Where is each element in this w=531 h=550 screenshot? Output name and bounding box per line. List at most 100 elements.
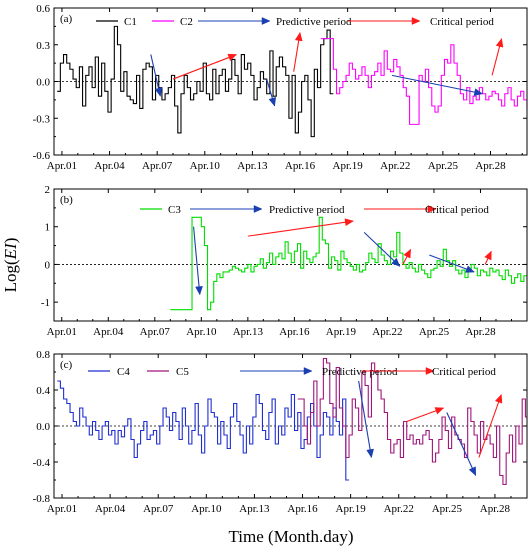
legend-predictive-head [261, 17, 271, 25]
x-tick-label: Apr.10 [190, 160, 221, 172]
critical-arrow-head [495, 38, 504, 48]
x-tick-label: Apr.10 [186, 326, 217, 338]
x-tick-label: Apr.28 [465, 326, 496, 338]
y-tick-label: 0 [45, 259, 51, 271]
x-tick-label: Apr.16 [287, 503, 318, 515]
legend-label-predictive: Predictive period [322, 366, 398, 378]
x-tick-label: Apr.04 [93, 326, 124, 338]
predictive-arrow-3 [266, 78, 277, 107]
series-group [170, 216, 527, 311]
predictive-arrow-head [366, 448, 374, 459]
x-tick-label: Apr.28 [475, 160, 506, 172]
predictive-arrow-shaft [446, 412, 477, 476]
series-group [57, 25, 527, 138]
legend-swatch-critical [348, 17, 421, 25]
critical-arrow-4 [478, 393, 503, 458]
critical-arrow-2 [247, 218, 354, 237]
predictive-arrow-head [473, 88, 484, 96]
x-tick-label: Apr.28 [480, 503, 511, 515]
legend-critical-head [425, 367, 435, 375]
x-tick-label: Apr.07 [142, 160, 173, 172]
legend-label-C1: C1 [124, 16, 137, 28]
predictive-arrow-5 [429, 254, 475, 273]
x-tick-label: Apr.04 [94, 160, 125, 172]
critical-arrow-4 [402, 248, 412, 265]
panel-label: (a) [60, 13, 73, 25]
x-tick-label: Apr.22 [380, 160, 410, 172]
predictive-arrow-head [468, 466, 476, 477]
critical-arrow-2 [406, 407, 445, 423]
predictive-arrow-head [268, 96, 277, 107]
series-group [57, 357, 527, 486]
predictive-arrow-3 [363, 231, 401, 267]
legend-label-C5: C5 [176, 366, 189, 378]
series-C5 [297, 357, 527, 486]
x-tick-label: Apr.13 [239, 503, 270, 515]
x-tick-label: Apr.16 [285, 160, 316, 172]
critical-arrow-6 [491, 38, 504, 76]
critical-arrow-head [494, 393, 503, 404]
predictive-arrow-head [195, 286, 203, 296]
critical-arrow-head [403, 248, 411, 259]
y-tick-label: 0.0 [36, 77, 50, 89]
legend-critical-head [427, 205, 437, 213]
critical-arrow-4 [293, 31, 303, 72]
y-tick-label: 0.8 [36, 349, 50, 361]
legend-label-critical: Critical period [430, 16, 494, 28]
legend-label-predictive: Predictive period [276, 16, 352, 28]
y-tick-label: 0.3 [36, 40, 50, 52]
x-tick-label: Apr.25 [428, 160, 459, 172]
legend-label-critical: Critical period [432, 366, 496, 378]
panel-label: (b) [60, 194, 73, 206]
legend-swatch-predictive [240, 367, 313, 375]
x-tick-label: Apr.07 [143, 503, 174, 515]
y-tick-label: -0.8 [33, 493, 51, 505]
y-tick-label: -0.4 [33, 457, 51, 469]
predictive-arrow-1 [358, 380, 374, 459]
x-tick-label: Apr.01 [47, 160, 77, 172]
legend-critical-head [411, 17, 421, 25]
x-tick-label: Apr.16 [279, 326, 310, 338]
predictive-arrow-shaft [193, 226, 201, 295]
legend: C3 Predictive period Critical period [140, 204, 489, 216]
critical-arrow-shaft [172, 54, 237, 80]
x-tick-label: Apr.07 [140, 326, 171, 338]
legend-predictive-head [303, 367, 313, 375]
legend-swatch-predictive [190, 205, 263, 213]
panel-label: (c) [60, 359, 73, 371]
x-tick-label: Apr.25 [419, 326, 450, 338]
series-C3 [170, 216, 527, 311]
y-axis-label: Log(EI) [1, 238, 20, 293]
x-tick-label: Apr.10 [191, 503, 222, 515]
y-tick-label: 0.6 [36, 3, 50, 15]
y-tick-label: 2 [45, 184, 51, 196]
panel-3: -0.8 -0.4 0.0 0.4 0.8 Apr.01 Apr.04 Apr.07 Apr.1… [33, 349, 528, 515]
x-tick-label: Apr.13 [233, 326, 264, 338]
predictive-arrow-3 [446, 412, 477, 477]
x-tick-label: Apr.22 [372, 326, 402, 338]
critical-arrow-shaft [478, 394, 502, 458]
x-tick-label: Apr.19 [326, 326, 357, 338]
panels: -0.6 -0.3 0.0 0.3 0.6 Apr.01 Apr.04 Apr.07 Apr.1… [33, 3, 528, 515]
y-tick-label: 0.0 [36, 421, 50, 433]
critical-arrow-head [294, 31, 303, 42]
critical-arrow-shaft [247, 220, 354, 237]
y-tick-label: 0.4 [36, 385, 50, 397]
x-tick-label: Apr.25 [432, 503, 463, 515]
predictive-arrow-1 [150, 54, 163, 97]
legend-label-C2: C2 [180, 16, 193, 28]
legend-label-critical: Critical period [425, 204, 489, 216]
x-tick-label: Apr.13 [237, 160, 268, 172]
critical-arrow-2 [172, 53, 238, 80]
y-tick-label: -0.6 [33, 150, 51, 162]
legend-predictive-head [253, 205, 263, 213]
predictive-arrow-shaft [358, 380, 373, 458]
x-tick-label: Apr.19 [333, 160, 364, 172]
critical-arrow-head [434, 407, 445, 415]
predictive-arrow-head [154, 87, 163, 97]
critical-arrow-head [484, 250, 492, 261]
y-tick-label: 1 [45, 222, 51, 234]
series-C2 [320, 38, 527, 125]
series-C1 [57, 25, 334, 138]
